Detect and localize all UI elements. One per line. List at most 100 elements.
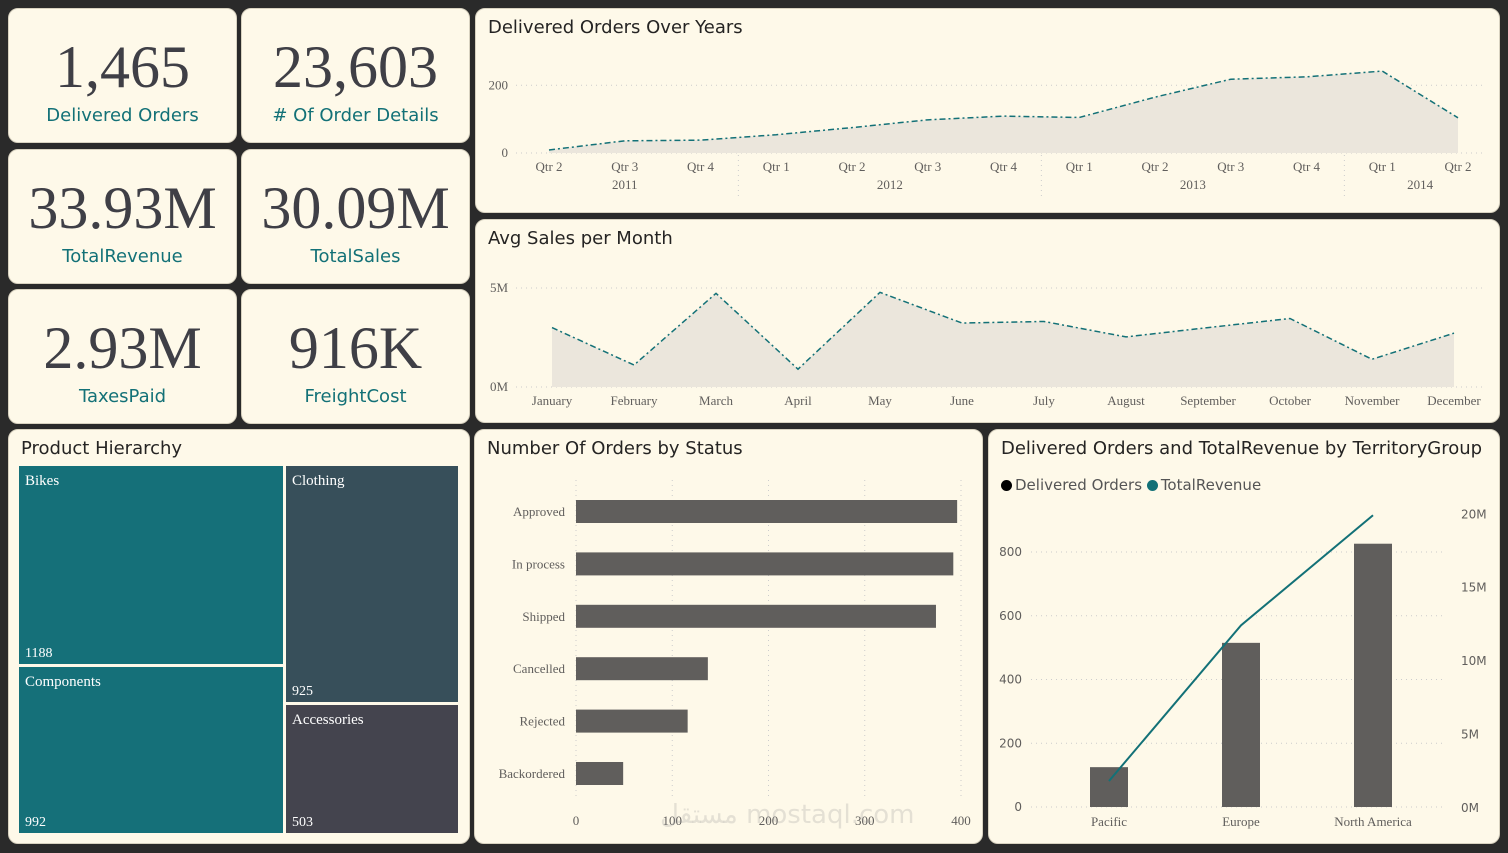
series-line [551,291,1455,371]
tile-label: Components [25,674,101,690]
kpi-value: 2.93M [43,315,202,381]
area-fill [552,292,1454,387]
chart-title: Delivered Orders Over Years [488,17,743,38]
x-tick-label: 0 [573,813,580,828]
y-left-tick-label: 400 [999,673,1022,687]
kpi-value: 33.93M [28,175,217,241]
x-tick-label: October [1269,393,1312,408]
x-tick-label: Qtr 1 [1066,159,1093,174]
y-tick-label: 0M [490,379,509,394]
y-right-tick-label: 5M [1461,728,1479,742]
y-right-tick-label: 0M [1461,801,1479,815]
bar-europe [1222,642,1260,807]
x-tick-label: May [868,393,892,408]
x-tick-label: November [1345,393,1401,408]
chart-title: Delivered Orders and TotalRevenue by Ter… [1001,438,1483,459]
kpi-label: TotalSales [310,246,401,267]
y-tick-label: Approved [513,504,565,519]
year-label: 2012 [877,177,903,192]
y-tick-label: Rejected [520,714,566,729]
legend-label: TotalRevenue [1160,476,1262,494]
year-label: 2011 [612,177,638,192]
treemap-tile-bikes[interactable]: Bikes 1188 [19,466,283,664]
x-tick-label: Pacific [1091,814,1127,829]
legend: Delivered Orders TotalRevenue [1001,476,1261,494]
x-tick-label: Qtr 2 [838,159,865,174]
chart-title: Avg Sales per Month [488,228,673,249]
x-tick-label: Qtr 1 [1369,159,1396,174]
y-tick-label: 200 [489,77,509,92]
treemap-tile-components[interactable]: Components 992 [19,667,283,833]
kpi-card: 33.93M TotalRevenue [8,149,237,284]
area-fill [549,71,1458,153]
bar-rejected [576,709,688,733]
x-tick-label: Qtr 4 [990,159,1018,174]
kpi-value: 30.09M [261,175,450,241]
tile-value: 503 [292,815,313,830]
watermark: مستقل mostaql.com [660,800,915,830]
x-tick-label: Qtr 2 [535,159,562,174]
kpi-value: 916K [288,315,423,381]
x-tick-label: January [532,393,573,408]
kpi-label: # Of Order Details [272,105,439,126]
y-tick-label: 0 [502,145,509,160]
tile-label: Accessories [292,712,364,728]
delivered-orders-over-years-chart: Delivered Orders Over Years 0 200 Qtr 2 Qtr… [475,8,1500,213]
y-tick-label: Backordered [499,766,566,781]
territory-group-chart: Delivered Orders and TotalRevenue by Ter… [988,429,1500,844]
x-tick-label: Qtr 2 [1444,159,1471,174]
x-tick-label: 300 [855,813,875,828]
y-right-tick-label: 10M [1461,654,1487,668]
kpi-value: 23,603 [273,34,438,100]
tile-value: 992 [25,815,46,830]
kpi-card: 916K FreightCost [241,289,470,424]
chart-title: Product Hierarchy [21,438,183,459]
x-tick-label: February [611,393,658,408]
treemap-tile-clothing[interactable]: Clothing 925 [286,466,458,702]
legend-item[interactable]: TotalRevenue [1146,476,1262,494]
x-tick-label: April [784,393,812,408]
tile-value: 925 [292,684,313,699]
x-tick-label: July [1033,393,1055,408]
x-tick-label: Qtr 2 [1141,159,1168,174]
x-tick-label: Europe [1222,814,1260,829]
x-tick-label: 100 [663,813,683,828]
x-tick-label: September [1180,393,1236,408]
x-tick-label: Qtr 1 [763,159,790,174]
x-tick-label: North America [1334,814,1412,829]
year-label: 2013 [1180,177,1206,192]
bar-backordered [576,762,624,785]
legend-item[interactable]: Delivered Orders [1001,476,1142,494]
orders-by-status-chart: Number Of Orders by Status 0 100 200 300 400… [474,429,983,844]
product-hierarchy-treemap: Product Hierarchy Bikes 1188 Components 992… [8,429,470,844]
y-left-tick-label: 800 [999,545,1022,559]
legend-label: Delivered Orders [1015,476,1143,494]
kpi-value: 1,465 [55,34,190,100]
x-tick-label: 400 [951,813,971,828]
bar-pacific [1090,767,1128,807]
kpi-card: 1,465 Delivered Orders [8,8,237,143]
y-right-tick-label: 20M [1461,507,1487,521]
y-tick-label: In process [512,556,565,571]
kpi-label: FreightCost [304,386,407,407]
bar-cancelled [576,657,708,681]
y-tick-label: Shipped [522,609,565,624]
y-right-tick-label: 15M [1461,581,1487,595]
revenue-line [1108,514,1374,782]
x-tick-label: March [699,393,733,408]
y-tick-label: 5M [490,280,509,295]
kpi-card: 30.09M TotalSales [241,149,470,284]
tile-value: 1188 [25,646,53,661]
treemap-tile-accessories[interactable]: Accessories 503 [286,705,458,833]
bar-shipped [576,604,936,628]
y-left-tick-label: 200 [999,736,1022,750]
x-tick-label: August [1107,393,1145,408]
x-tick-label: Qtr 3 [914,159,941,174]
kpi-card: 2.93M TaxesPaid [8,289,237,424]
x-tick-label: Qtr 3 [611,159,638,174]
y-left-tick-label: 0 [1014,800,1022,814]
kpi-card: 23,603 # Of Order Details [241,8,470,143]
y-left-tick-label: 600 [999,609,1022,623]
y-tick-label: Cancelled [513,661,565,676]
year-label: 2014 [1407,177,1434,192]
